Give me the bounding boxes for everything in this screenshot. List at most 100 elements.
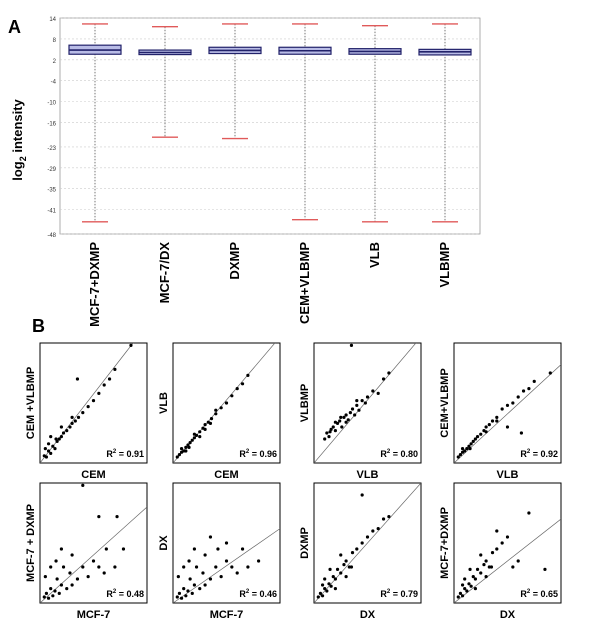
- scatter-point: [350, 551, 355, 555]
- scatter-r2-label: R2 = 0.46: [239, 589, 277, 599]
- scatter-point: [54, 437, 58, 441]
- scatter-point: [73, 419, 77, 423]
- scatter-point: [376, 527, 380, 531]
- scatter-point: [59, 425, 64, 429]
- scatter-point: [257, 559, 261, 563]
- scatter-point: [57, 437, 61, 441]
- scatter-point: [192, 432, 196, 436]
- boxplot-category-label: MCF-7+DXMP: [87, 242, 102, 327]
- scatter-frame: [313, 342, 422, 464]
- scatter-point: [335, 567, 340, 572]
- scatter-point: [54, 559, 58, 563]
- scatter-point: [473, 587, 477, 591]
- scatter-point: [208, 535, 213, 539]
- scatter-point: [203, 423, 207, 427]
- scatter-point: [500, 541, 504, 545]
- scatter-xlabel: CEM: [81, 469, 105, 481]
- boxplot-category-label: DXMP: [227, 242, 242, 280]
- scatter-point: [188, 577, 192, 581]
- scatter-r2-label: R2 = 0.48: [106, 589, 144, 599]
- scatter-point: [65, 587, 69, 591]
- boxplot-category-label: MCF-7/DX: [157, 242, 172, 304]
- scatter-point: [505, 535, 510, 539]
- scatter-frame: [39, 482, 148, 604]
- scatter-point: [323, 587, 327, 591]
- scatter-point: [331, 425, 335, 429]
- boxplot-ytick-label: 14: [49, 17, 56, 23]
- scatter-point: [360, 399, 364, 403]
- scatter-point: [484, 430, 488, 434]
- scatter-point: [86, 575, 90, 579]
- scatter-point: [219, 406, 223, 410]
- scatter-point: [463, 577, 467, 581]
- scatter-point: [460, 447, 465, 451]
- scatter-point: [230, 565, 234, 569]
- scatter-point: [203, 583, 207, 587]
- scatter-point: [230, 394, 234, 398]
- scatter-point: [511, 401, 515, 405]
- scatter-ylabel: MCF-7 + DXMP: [25, 504, 37, 582]
- scatter-point: [328, 567, 332, 572]
- scatter-fit-line: [454, 364, 561, 463]
- scatter-point: [75, 377, 80, 381]
- scatter-point: [55, 577, 59, 581]
- scatter-point: [198, 430, 202, 434]
- scatter-point: [333, 420, 337, 424]
- scatter-point: [177, 453, 182, 457]
- scatter-plot: R2 = 0.65 DX MCF-7+DXMP: [439, 482, 562, 621]
- boxplot-ytick-label: -23: [47, 146, 56, 152]
- scatter-point: [458, 591, 463, 596]
- scatter-point: [543, 567, 547, 572]
- scatter-point: [192, 583, 196, 587]
- scatter-point: [505, 425, 510, 429]
- scatter-point: [42, 595, 46, 599]
- scatter-point: [182, 565, 186, 569]
- scatter-point: [463, 587, 467, 591]
- scatter-point: [344, 413, 348, 417]
- scatter-point: [521, 389, 526, 393]
- scatter-point: [240, 382, 245, 386]
- scatter-r2-label: R2 = 0.65: [520, 589, 558, 599]
- scatter-point: [463, 449, 467, 453]
- scatter-point: [519, 431, 524, 435]
- scatter-point: [469, 584, 473, 588]
- scatter-point: [327, 582, 331, 586]
- scatter-fit-line: [173, 528, 280, 603]
- scatter-point: [365, 395, 370, 399]
- scatter-point: [46, 596, 51, 600]
- scatter-point: [339, 571, 343, 575]
- scatter-fit-line: [314, 483, 421, 603]
- boxplot-ytick-label: 8: [53, 38, 57, 44]
- scatter-point: [198, 587, 202, 591]
- scatter-point: [177, 591, 182, 596]
- scatter-point: [43, 575, 47, 579]
- scatter-point: [344, 420, 348, 424]
- scatter-point: [495, 419, 499, 423]
- scatter-point: [342, 415, 346, 419]
- scatter-point: [70, 415, 74, 419]
- scatter-point: [348, 411, 352, 415]
- scatter-point: [475, 435, 480, 439]
- boxplot-frame: [59, 17, 481, 235]
- scatter-point: [479, 432, 483, 436]
- scatter-point: [184, 594, 188, 598]
- scatter-point: [182, 587, 186, 591]
- scatter-point: [91, 559, 96, 563]
- scatter-xlabel: CEM: [214, 469, 238, 481]
- scatter-point: [190, 438, 194, 442]
- scatter-point: [468, 567, 472, 572]
- scatter-point: [323, 437, 327, 441]
- scatter-point: [484, 559, 488, 563]
- scatter-point: [68, 571, 72, 575]
- boxplot-category-label: CEM+VLBMP: [297, 242, 312, 324]
- scatter-point: [333, 587, 337, 591]
- scatter-point: [329, 584, 333, 588]
- scatter-point: [475, 567, 480, 572]
- scatter-point: [214, 412, 218, 416]
- scatter-point: [46, 442, 51, 446]
- scatter-point: [184, 449, 188, 453]
- scatter-point: [107, 377, 112, 381]
- scatter-point: [113, 565, 117, 569]
